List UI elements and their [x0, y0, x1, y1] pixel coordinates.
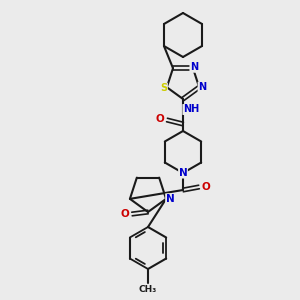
Text: CH₃: CH₃ — [139, 284, 157, 293]
Text: NH: NH — [183, 104, 199, 115]
Text: O: O — [156, 114, 164, 124]
Text: O: O — [121, 209, 129, 219]
Text: O: O — [202, 182, 210, 192]
Text: N: N — [190, 62, 198, 72]
Text: N: N — [198, 82, 206, 92]
Text: S: S — [160, 83, 167, 93]
Text: N: N — [166, 194, 174, 204]
Text: N: N — [178, 168, 188, 178]
